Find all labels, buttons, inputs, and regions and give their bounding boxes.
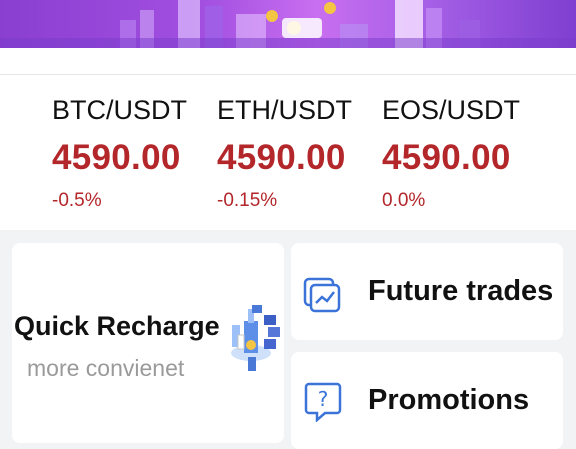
ticker-panel: BTC/USDT 4590.00 -0.5% ETH/USDT 4590.00 … bbox=[0, 75, 576, 230]
ticker-price: 4590.00 bbox=[382, 138, 511, 177]
notice-strip bbox=[0, 48, 576, 75]
ticker-price: 4590.00 bbox=[217, 138, 346, 177]
future-trades-label: Future trades bbox=[368, 275, 554, 307]
promo-banner[interactable] bbox=[0, 0, 576, 48]
quick-recharge-title: Quick Recharge bbox=[14, 311, 220, 341]
promotions-card[interactable]: ? Promotions bbox=[291, 352, 563, 449]
ticker-pair: ETH/USDT bbox=[217, 95, 352, 125]
svg-text:?: ? bbox=[318, 387, 329, 411]
ticker-change: 0.0% bbox=[382, 190, 426, 211]
future-trades-card[interactable]: Future trades bbox=[291, 243, 563, 340]
chart-icon bbox=[303, 277, 341, 313]
ticker-pair: BTC/USDT bbox=[52, 95, 187, 125]
crypto-city-illustration bbox=[0, 0, 576, 48]
quick-recharge-subtitle: more convienet bbox=[27, 355, 185, 381]
ticker-pair: EOS/USDT bbox=[382, 95, 521, 125]
ticker-change: -0.5% bbox=[52, 190, 102, 211]
ticker-change: -0.15% bbox=[217, 190, 278, 211]
ticker-price: 4590.00 bbox=[52, 138, 181, 177]
ticker-btc[interactable]: BTC/USDT 4590.00 -0.5% bbox=[52, 75, 222, 230]
blockchain-illustration bbox=[231, 305, 280, 371]
ticker-eth[interactable]: ETH/USDT 4590.00 -0.15% bbox=[217, 75, 387, 230]
ticker-eos[interactable]: EOS/USDT 4590.00 0.0% bbox=[382, 75, 552, 230]
promotions-label: Promotions bbox=[368, 384, 530, 416]
help-icon: ? bbox=[304, 382, 342, 422]
quick-recharge-card[interactable]: Quick Recharge more convienet bbox=[12, 243, 284, 443]
